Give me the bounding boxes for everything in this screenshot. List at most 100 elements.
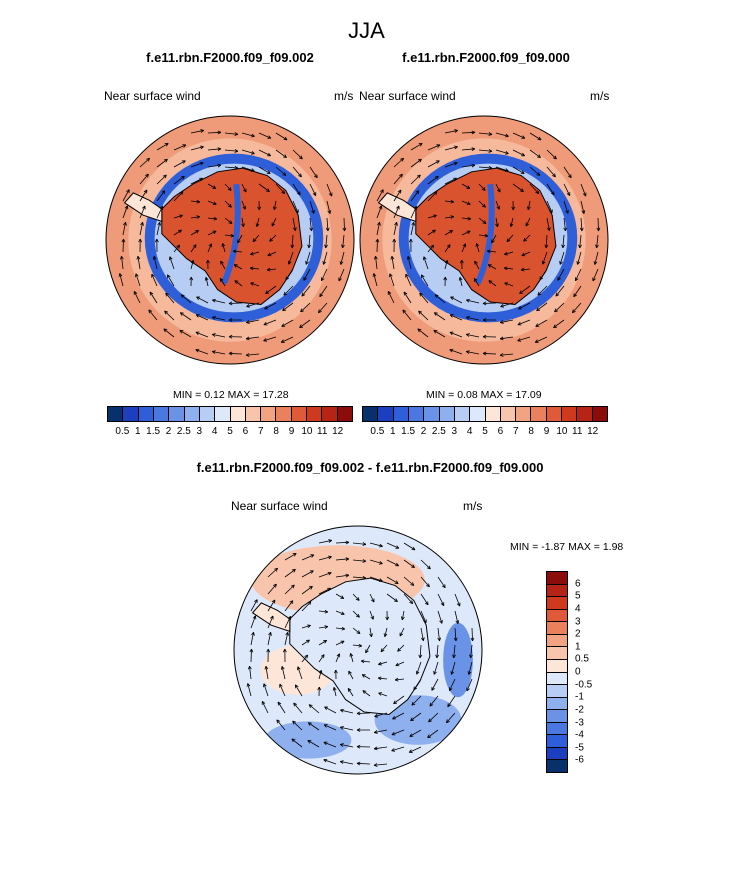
panel-3-max-value: 1.98 bbox=[602, 541, 624, 553]
panel-2-min-label: MIN = bbox=[426, 389, 455, 401]
panel-2-colorbar-tick-label: 6 bbox=[497, 426, 504, 437]
panel-3-variable-label: Near surface wind bbox=[231, 499, 328, 513]
panel-1-colorbar-tick-label: 1 bbox=[134, 426, 141, 437]
panel-1-colorbar-swatch bbox=[261, 407, 277, 421]
panel-2-variable-label: Near surface wind bbox=[359, 89, 456, 103]
panel-1-max-label: MAX = bbox=[227, 389, 260, 401]
panel-3-colorbar-swatch bbox=[547, 685, 567, 698]
panel-2-colorbar-tick-label: 10 bbox=[556, 426, 568, 437]
panel-1-colorbar-tick-label: 5 bbox=[227, 426, 233, 437]
panel-2-colorbar-swatch bbox=[439, 407, 455, 421]
panel-1-colorbar-tick-label: 3 bbox=[196, 426, 203, 437]
panel-1-colorbar-tick-label: 2 bbox=[165, 426, 172, 437]
panel-2-colorbar-tick-label: 0.5 bbox=[370, 426, 385, 437]
panel-3-colorbar-swatch bbox=[547, 622, 567, 635]
panel-3-units-label: m/s bbox=[463, 499, 483, 513]
panel-2-max-value: 17.09 bbox=[515, 389, 542, 401]
panel-1-colorbar-swatch bbox=[169, 407, 185, 421]
panel-1-colorbar-swatch bbox=[245, 407, 262, 421]
panel-3-colorbar-swatch bbox=[547, 634, 567, 648]
panel-3-colorbar-tick-label: 0.5 bbox=[575, 653, 589, 665]
panel-2-colorbar-ticks: 0.5 1 1.5 2 2.5 3 4 5 6 7 8 9 10 11 12 bbox=[362, 426, 608, 438]
panel-1-colorbar-swatch bbox=[215, 407, 231, 421]
panel-1-colorbar-tick-label: 2.5 bbox=[176, 426, 191, 437]
panel-2-colorbar-swatch bbox=[470, 407, 486, 421]
panel-3-colorbar-swatch bbox=[547, 647, 567, 660]
panel-2-colorbar-tick-label: 12 bbox=[587, 426, 599, 437]
panel-1-colorbar-swatch bbox=[307, 407, 323, 421]
panel-3-colorbar-tick-label: -4 bbox=[575, 729, 584, 741]
interior-low-wind bbox=[475, 183, 495, 285]
interior-low-wind bbox=[221, 183, 241, 285]
panel-2-max-label: MAX = bbox=[480, 389, 513, 401]
panel-3-colorbar-swatch bbox=[547, 722, 567, 736]
panel-2-title: f.e11.rbn.F2000.f09_f09.000 bbox=[402, 50, 570, 65]
panel-2-colorbar-swatch bbox=[485, 407, 501, 421]
panel-2-colorbar-tick-label: 2.5 bbox=[431, 426, 446, 437]
panel-2-colorbar-swatch bbox=[393, 407, 409, 421]
panel-3-colorbar-swatch bbox=[547, 609, 567, 623]
panel-2-colorbar-swatch bbox=[500, 407, 517, 421]
panel-3-colorbar-tick-label: -1 bbox=[575, 691, 584, 703]
panel-3-colorbar-tick-label: 3 bbox=[575, 616, 581, 627]
panel-3-title: f.e11.rbn.F2000.f09_f09.002 - f.e11.rbn.… bbox=[196, 460, 544, 475]
panel-1-colorbar-ticks: 0.5 1 1.5 2 2.5 3 4 5 6 7 8 9 10 11 12 bbox=[107, 426, 353, 438]
panel-3-colorbar-tick-label: -3 bbox=[575, 717, 584, 728]
panel-3-colorbar bbox=[546, 571, 568, 773]
panel-1-colorbar-swatch bbox=[322, 407, 338, 421]
panel-2-colorbar-tick-label: 3 bbox=[451, 426, 458, 437]
panel-1-colorbar-tick-label: 7 bbox=[257, 426, 264, 437]
panel-1-colorbar-swatch bbox=[276, 407, 292, 421]
panel-1-polar-map bbox=[105, 115, 355, 365]
panel-1-colorbar-swatch bbox=[337, 407, 352, 421]
panel-3-colorbar-swatch bbox=[547, 659, 567, 673]
panel-2-colorbar-swatch bbox=[408, 407, 425, 421]
panel-3-colorbar-tick-label: 5 bbox=[575, 590, 581, 602]
panel-1-colorbar-tick-label: 11 bbox=[317, 426, 328, 437]
map-border bbox=[359, 115, 609, 365]
panel-2-minmax: MIN = 0.08 MAX = 17.09 bbox=[426, 389, 542, 401]
panel-1-colorbar-tick-label: 8 bbox=[273, 426, 279, 437]
panel-3-colorbar-swatch bbox=[547, 735, 567, 748]
wind-vectors bbox=[246, 539, 475, 767]
panel-3-colorbar-swatch bbox=[547, 584, 567, 598]
panel-3-colorbar-swatch bbox=[547, 710, 567, 723]
panel-3-colorbar-tick-label: -0.5 bbox=[575, 679, 593, 691]
panel-3-colorbar-tick-label: 6 bbox=[575, 578, 581, 590]
panel-1-colorbar-swatch bbox=[108, 407, 124, 421]
panel-3-colorbar-swatch bbox=[547, 747, 567, 761]
panel-1-minmax: MIN = 0.12 MAX = 17.28 bbox=[173, 389, 289, 401]
panel-3-min-value: -1.87 bbox=[541, 541, 566, 553]
panel-3-colorbar-tick-label: -5 bbox=[575, 742, 584, 754]
panel-1-colorbar-swatch bbox=[184, 407, 200, 421]
panel-1-colorbar-tick-label: 6 bbox=[242, 426, 249, 437]
panel-2-units-label: m/s bbox=[590, 89, 610, 103]
panel-1-colorbar-tick-label: 0.5 bbox=[115, 426, 130, 437]
panel-1-colorbar-swatch bbox=[138, 407, 154, 421]
panel-3-colorbar-ticks: 6 5 4 3 2 1 0.5 0 -0.5 -1 -2 -3 -4 -5 -6 bbox=[575, 571, 605, 773]
panel-1-colorbar-tick-label: 12 bbox=[332, 426, 344, 437]
panel-3-colorbar-tick-label: -2 bbox=[575, 704, 584, 716]
panel-2-colorbar-tick-label: 8 bbox=[528, 426, 534, 437]
panel-2-colorbar-swatch bbox=[562, 407, 578, 421]
panel-1-colorbar-swatch bbox=[230, 407, 246, 421]
panel-3-colorbar-swatch bbox=[547, 597, 567, 610]
panel-2-colorbar-tick-label: 1 bbox=[389, 426, 396, 437]
wind-vectors bbox=[372, 129, 601, 357]
map-border bbox=[233, 525, 483, 775]
panel-1-colorbar-swatch bbox=[199, 407, 216, 421]
panel-1-colorbar-tick-label: 10 bbox=[301, 426, 313, 437]
panel-1-min-label: MIN = bbox=[173, 389, 202, 401]
panel-3-min-label: MIN = bbox=[510, 541, 539, 553]
panel-3-colorbar-swatch bbox=[547, 697, 567, 711]
panel-2-colorbar-tick-label: 1.5 bbox=[401, 426, 416, 437]
panel-3-colorbar-swatch bbox=[547, 672, 567, 686]
panel-2-colorbar-tick-label: 7 bbox=[512, 426, 519, 437]
panel-2-colorbar-tick-label: 11 bbox=[572, 426, 583, 437]
panel-2-colorbar-swatch bbox=[516, 407, 532, 421]
wind-vectors bbox=[118, 129, 347, 357]
panel-1-colorbar-swatch bbox=[291, 407, 308, 421]
panel-2-min-value: 0.08 bbox=[457, 389, 478, 401]
season-title: JJA bbox=[348, 18, 385, 43]
panel-1-colorbar-tick-label: 1.5 bbox=[146, 426, 161, 437]
